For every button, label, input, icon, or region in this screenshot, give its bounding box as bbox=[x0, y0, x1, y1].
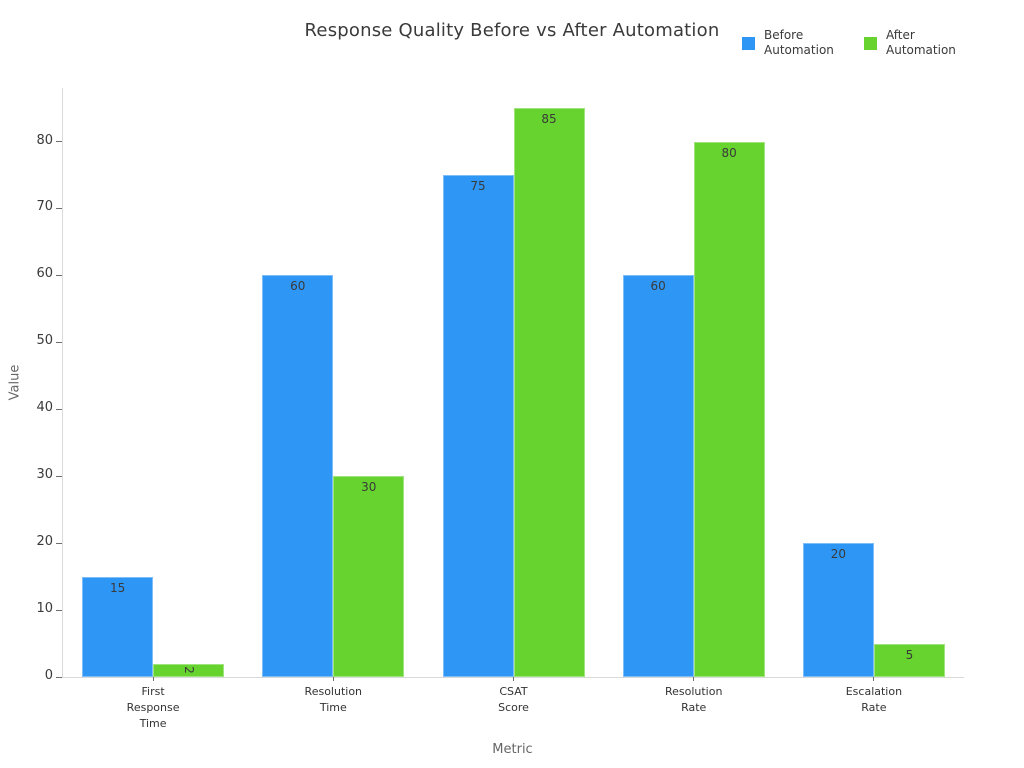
x-category-label-line: Escalation bbox=[845, 685, 903, 698]
bar-value-label: 2 bbox=[181, 666, 196, 675]
x-category-label-line: Rate bbox=[681, 701, 707, 714]
y-tick-label: 0 bbox=[44, 668, 53, 683]
x-category-label-line: Response bbox=[126, 701, 180, 714]
legend-label-before: Before Automation bbox=[764, 28, 834, 57]
bar-after-automation: 85 bbox=[513, 108, 585, 677]
x-category-label-line: Rate bbox=[861, 701, 887, 714]
x-category-label: First Response Time bbox=[83, 684, 223, 732]
legend-swatch-after-icon bbox=[864, 36, 877, 50]
x-category-label-line: CSAT bbox=[499, 685, 528, 698]
y-tick-label: 80 bbox=[36, 132, 53, 148]
x-category-label-line: Resolution bbox=[664, 685, 723, 698]
x-tick-mark bbox=[152, 677, 154, 681]
legend-swatch-before-icon bbox=[742, 36, 755, 50]
chart-title: Response Quality Before vs After Automat… bbox=[304, 20, 720, 41]
legend: Before Automation After Automation bbox=[742, 28, 962, 58]
bar-value-label: 15 bbox=[109, 580, 126, 595]
y-tick-mark bbox=[56, 341, 62, 343]
y-tick-label: 40 bbox=[36, 400, 53, 416]
bar-value-label: 20 bbox=[830, 547, 847, 562]
x-category-label: Resolution Time bbox=[263, 684, 403, 716]
y-axis-title: Value bbox=[7, 364, 23, 401]
y-tick-label: 50 bbox=[36, 333, 53, 349]
y-tick-label: 10 bbox=[36, 601, 53, 617]
x-tick-mark bbox=[693, 677, 695, 681]
bar-before-automation: 75 bbox=[442, 175, 514, 677]
x-category-label-line: Time bbox=[139, 717, 167, 730]
x-category-label-line: First bbox=[141, 685, 165, 698]
y-axis-title-wrap: Value bbox=[0, 88, 30, 677]
x-category-label-line: Resolution bbox=[304, 685, 363, 698]
bar-value-label: 60 bbox=[290, 279, 306, 294]
bar-value-label: 80 bbox=[721, 145, 737, 160]
bar-value-label: 30 bbox=[361, 480, 377, 495]
bar-before-automation: 20 bbox=[802, 543, 874, 677]
bar-value-label: 85 bbox=[541, 112, 557, 127]
x-category-label-line: Time bbox=[319, 701, 347, 714]
y-tick-mark bbox=[56, 542, 62, 544]
bar-after-automation: 30 bbox=[333, 476, 405, 677]
bar-before-automation: 60 bbox=[622, 275, 694, 677]
x-category-label-line: Score bbox=[498, 701, 529, 714]
y-tick-mark bbox=[56, 274, 62, 276]
y-tick-label: 20 bbox=[36, 534, 53, 550]
bar-value-label: 5 bbox=[905, 647, 914, 662]
x-tick-mark bbox=[513, 677, 514, 681]
bar-after-automation: 2 bbox=[153, 663, 225, 677]
y-tick-label: 30 bbox=[36, 467, 53, 483]
bar-before-automation: 60 bbox=[262, 275, 334, 677]
bar-after-automation: 80 bbox=[693, 141, 765, 677]
legend-item-after: After Automation bbox=[864, 28, 962, 58]
x-category-label: Resolution Rate bbox=[624, 684, 764, 716]
y-tick-mark bbox=[56, 408, 62, 410]
bar-value-label: 75 bbox=[470, 179, 486, 193]
y-tick-label: 60 bbox=[36, 266, 53, 282]
bar-value-label: 60 bbox=[650, 279, 666, 294]
x-category-label: CSAT Score bbox=[444, 684, 584, 716]
y-tick-mark bbox=[56, 676, 62, 678]
x-tick-mark bbox=[873, 677, 875, 681]
bar-before-automation: 15 bbox=[82, 576, 154, 677]
y-tick-mark bbox=[56, 207, 62, 209]
legend-item-before: Before Automation bbox=[742, 28, 840, 58]
x-category-label: Escalation Rate bbox=[804, 684, 944, 716]
y-tick-mark bbox=[56, 141, 62, 143]
y-tick-mark bbox=[56, 609, 62, 611]
x-tick-mark bbox=[332, 677, 334, 681]
y-tick-label: 70 bbox=[36, 199, 53, 215]
y-tick-mark bbox=[56, 475, 62, 477]
bar-after-automation: 5 bbox=[873, 643, 945, 677]
x-axis-title: Metric bbox=[492, 742, 533, 757]
plot-area: 0 10 20 30 40 50 60 70 80 First Response Time 15 2 Res… bbox=[36, 88, 964, 730]
legend-label-after: After Automation bbox=[886, 28, 956, 57]
